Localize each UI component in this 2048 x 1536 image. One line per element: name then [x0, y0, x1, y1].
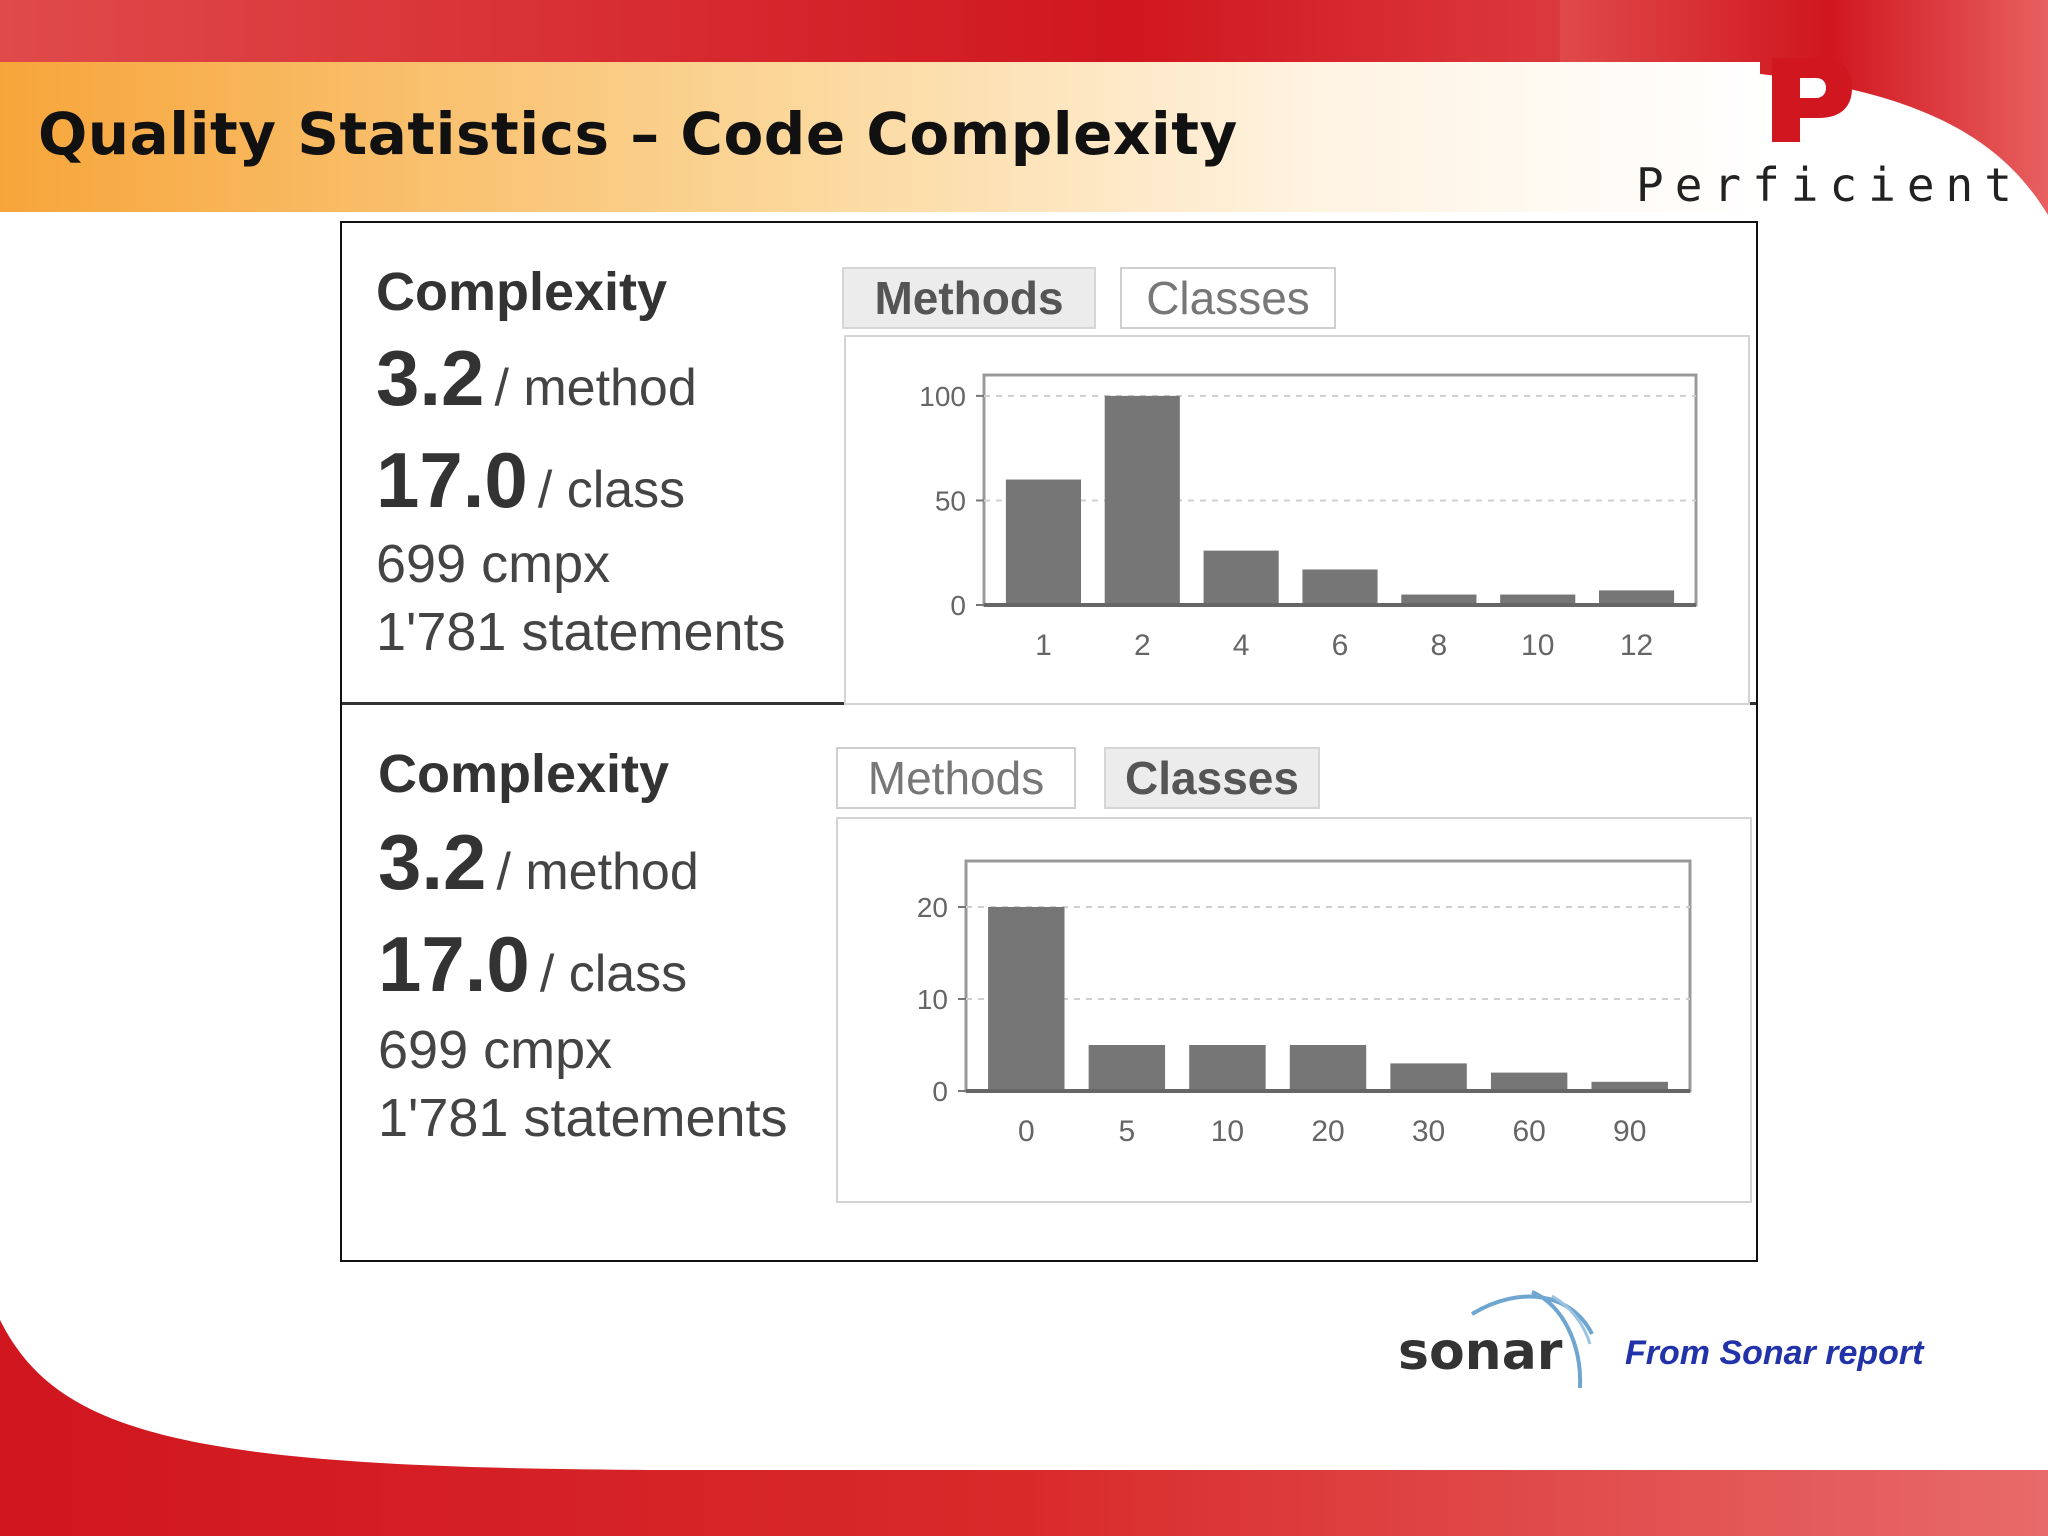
bar: [1203, 550, 1279, 605]
per-method-value: 3.2: [378, 818, 487, 906]
sonar-logo-icon: [1470, 1290, 1594, 1389]
x-tick-label: 60: [1512, 1115, 1545, 1148]
per-method-value: 3.2: [376, 334, 485, 422]
y-tick-label: 100: [919, 381, 966, 412]
y-tick-label: 50: [935, 485, 966, 516]
y-tick-label: 20: [917, 892, 948, 923]
statements-count: 1'781 statements: [376, 602, 786, 662]
per-method-line: 3.2/ method: [378, 817, 699, 908]
bar: [1302, 569, 1378, 605]
per-class-line: 17.0/ class: [378, 919, 687, 1010]
y-tick-label: 0: [950, 590, 966, 621]
bar: [1289, 1045, 1367, 1091]
x-tick-label: 6: [1332, 629, 1349, 662]
cmpx-count: 699 cmpx: [378, 1020, 613, 1080]
complexity-panel-classes: Complexity 3.2/ method 17.0/ class 699 c…: [342, 705, 1756, 1258]
bar: [1591, 1081, 1668, 1091]
per-method-line: 3.2/ method: [376, 333, 697, 424]
per-method-unit: / method: [496, 843, 699, 901]
bar: [988, 907, 1065, 1091]
x-tick-label: 20: [1311, 1115, 1344, 1148]
x-tick-label: 5: [1119, 1115, 1136, 1148]
x-tick-label: 8: [1431, 629, 1448, 662]
slide-title: Quality Statistics – Code Complexity: [38, 100, 1238, 168]
classes-complexity-chart: 0 10 20 0 5 10 20 30 60 90: [836, 817, 1752, 1203]
bar: [1104, 395, 1180, 605]
x-tick-label: 30: [1412, 1115, 1445, 1148]
bar: [1189, 1045, 1266, 1091]
x-tick-label: 10: [1211, 1115, 1244, 1148]
per-class-value: 17.0: [378, 920, 530, 1008]
complexity-title: Complexity: [378, 744, 670, 804]
x-tick-label: 90: [1613, 1115, 1646, 1148]
bar: [1088, 1045, 1166, 1091]
x-tick-label: 0: [1018, 1115, 1035, 1148]
perficient-logo-icon: P: [1772, 58, 1852, 142]
sonar-report-screenshot: Complexity 3.2/ method 17.0/ class 699 c…: [340, 221, 1758, 1262]
x-tick-label: 1: [1035, 629, 1052, 662]
statements-count: 1'781 statements: [378, 1088, 788, 1148]
y-tick-label: 0: [932, 1076, 948, 1107]
tab-methods[interactable]: Methods: [842, 267, 1096, 329]
per-class-unit: / class: [537, 461, 686, 519]
per-class-unit: / class: [539, 945, 688, 1003]
bar: [1599, 590, 1675, 605]
x-tick-label: 10: [1521, 629, 1554, 662]
tab-methods[interactable]: Methods: [836, 747, 1076, 809]
sonar-logo: sonar: [1398, 1322, 1563, 1382]
bar: [1401, 594, 1477, 605]
per-method-unit: / method: [494, 359, 697, 417]
x-tick-label: 12: [1620, 629, 1653, 662]
bar: [1500, 594, 1576, 605]
classes-complexity-chart-svg: 0 10 20 0 5 10 20 30 60 90: [917, 859, 1692, 1148]
per-class-line: 17.0/ class: [376, 435, 685, 526]
cmpx-count: 699 cmpx: [376, 534, 611, 594]
tab-classes[interactable]: Classes: [1120, 267, 1336, 329]
bar: [1390, 1063, 1467, 1091]
complexity-title: Complexity: [376, 262, 668, 322]
source-note: From Sonar report: [1625, 1334, 1924, 1372]
y-tick-label: 10: [917, 984, 948, 1015]
complexity-panel-methods: Complexity 3.2/ method 17.0/ class 699 c…: [342, 223, 1756, 705]
x-tick-label: 2: [1134, 629, 1151, 662]
tab-classes[interactable]: Classes: [1104, 747, 1320, 809]
bar: [1490, 1072, 1568, 1091]
methods-complexity-chart: 0 50 100 1 2 4 6 8 10 12: [844, 335, 1750, 705]
perficient-wordmark: Perficient: [1636, 158, 2023, 212]
x-tick-label: 4: [1233, 629, 1250, 662]
per-class-value: 17.0: [376, 436, 528, 524]
bar: [1005, 479, 1081, 605]
